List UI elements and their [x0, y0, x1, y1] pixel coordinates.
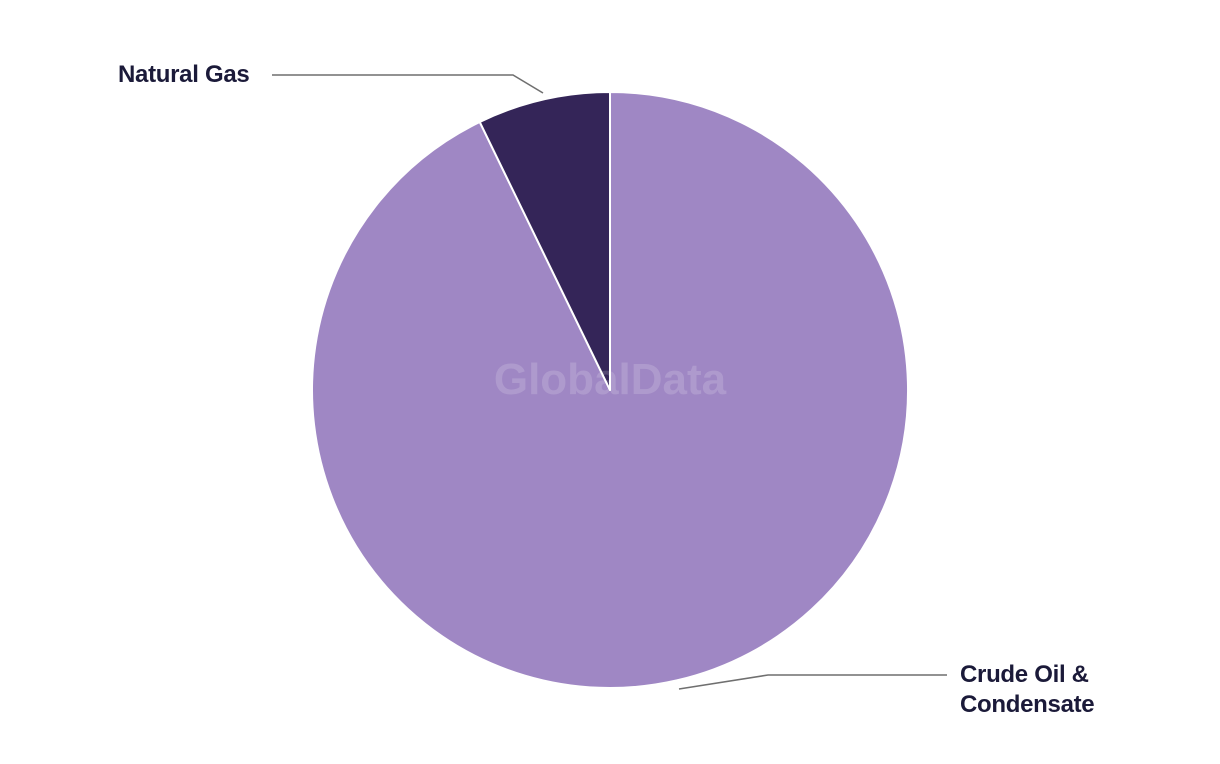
- slice-label-natural-gas: Natural Gas: [118, 61, 250, 88]
- natural-gas-leader-line: [272, 74, 544, 94]
- pie-slice-natural-gas: [478, 91, 611, 391]
- leader-lines: [272, 74, 947, 690]
- crude-oil-leader-line: [678, 674, 947, 690]
- pie-slices: [311, 91, 909, 689]
- slice-label-crude-oil-condensate: Crude Oil & Condensate: [960, 661, 1095, 718]
